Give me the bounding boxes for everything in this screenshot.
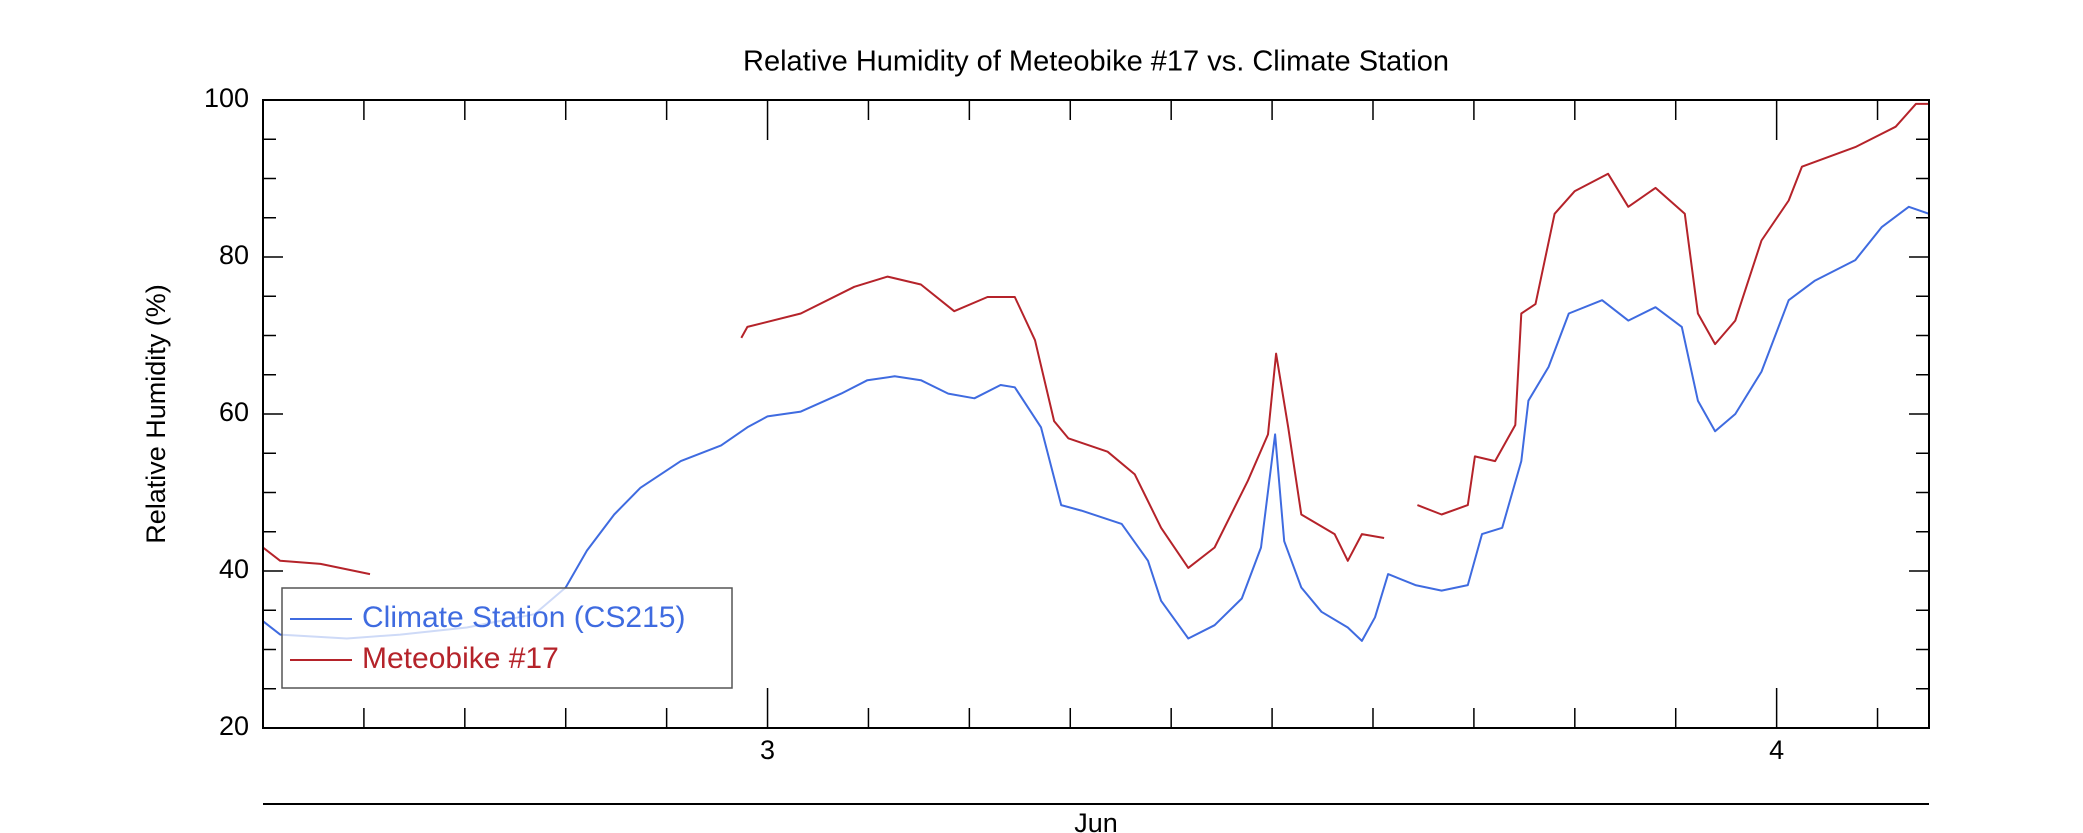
chart-title: Relative Humidity of Meteobike #17 vs. C…	[743, 46, 1449, 78]
y-tick-label: 60	[219, 397, 249, 427]
series-line	[263, 102, 1929, 576]
y-axis-label: Relative Humidity (%)	[141, 284, 171, 544]
y-tick-label: 20	[219, 711, 249, 741]
x-axis-label: Jun	[1074, 808, 1118, 833]
x-tick-label: 4	[1769, 735, 1784, 765]
x-tick-label: 3	[760, 735, 775, 765]
y-tick-label: 100	[204, 83, 249, 113]
series-line	[263, 205, 1929, 642]
legend-box	[281, 587, 733, 689]
legend-label: Climate Station (CS215)	[362, 601, 685, 634]
legend-label: Meteobike #17	[362, 642, 559, 675]
y-tick-label: 80	[219, 240, 249, 270]
y-tick-label: 40	[219, 554, 249, 584]
